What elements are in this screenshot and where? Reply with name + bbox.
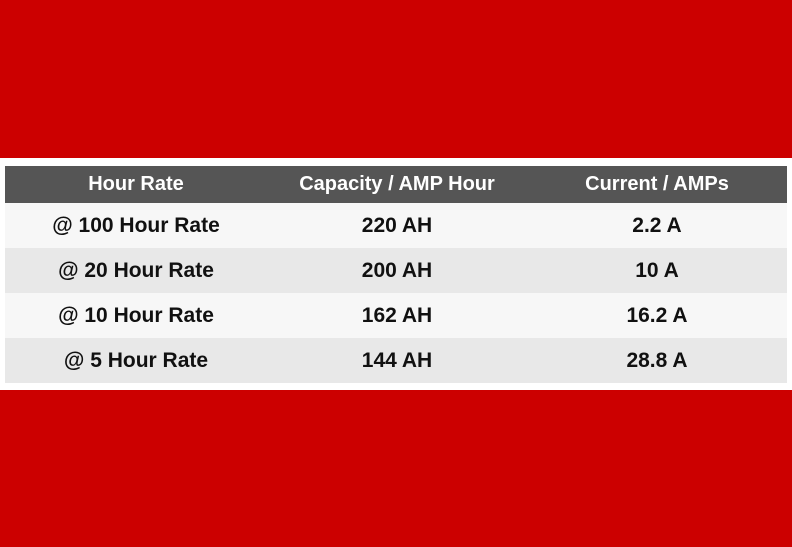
table-panel: Hour Rate Capacity / AMP Hour Current / …: [0, 158, 792, 390]
cell-capacity: 144 AH: [267, 338, 527, 383]
header-capacity: Capacity / AMP Hour: [267, 166, 527, 203]
cell-hour-rate: @ 10 Hour Rate: [5, 293, 267, 338]
cell-current: 28.8 A: [527, 338, 787, 383]
table-row: @ 5 Hour Rate 144 AH 28.8 A: [5, 338, 787, 383]
table-row: @ 20 Hour Rate 200 AH 10 A: [5, 248, 787, 293]
cell-current: 16.2 A: [527, 293, 787, 338]
battery-rate-table: Hour Rate Capacity / AMP Hour Current / …: [5, 166, 787, 383]
cell-hour-rate: @ 20 Hour Rate: [5, 248, 267, 293]
table-row: @ 10 Hour Rate 162 AH 16.2 A: [5, 293, 787, 338]
cell-current: 2.2 A: [527, 203, 787, 248]
cell-current: 10 A: [527, 248, 787, 293]
bottom-red-band: [0, 390, 792, 547]
cell-hour-rate: @ 5 Hour Rate: [5, 338, 267, 383]
cell-capacity: 200 AH: [267, 248, 527, 293]
table-row: @ 100 Hour Rate 220 AH 2.2 A: [5, 203, 787, 248]
header-current: Current / AMPs: [527, 166, 787, 203]
cell-capacity: 162 AH: [267, 293, 527, 338]
top-red-band: [0, 0, 792, 158]
table-header-row: Hour Rate Capacity / AMP Hour Current / …: [5, 166, 787, 203]
cell-capacity: 220 AH: [267, 203, 527, 248]
cell-hour-rate: @ 100 Hour Rate: [5, 203, 267, 248]
header-hour-rate: Hour Rate: [5, 166, 267, 203]
